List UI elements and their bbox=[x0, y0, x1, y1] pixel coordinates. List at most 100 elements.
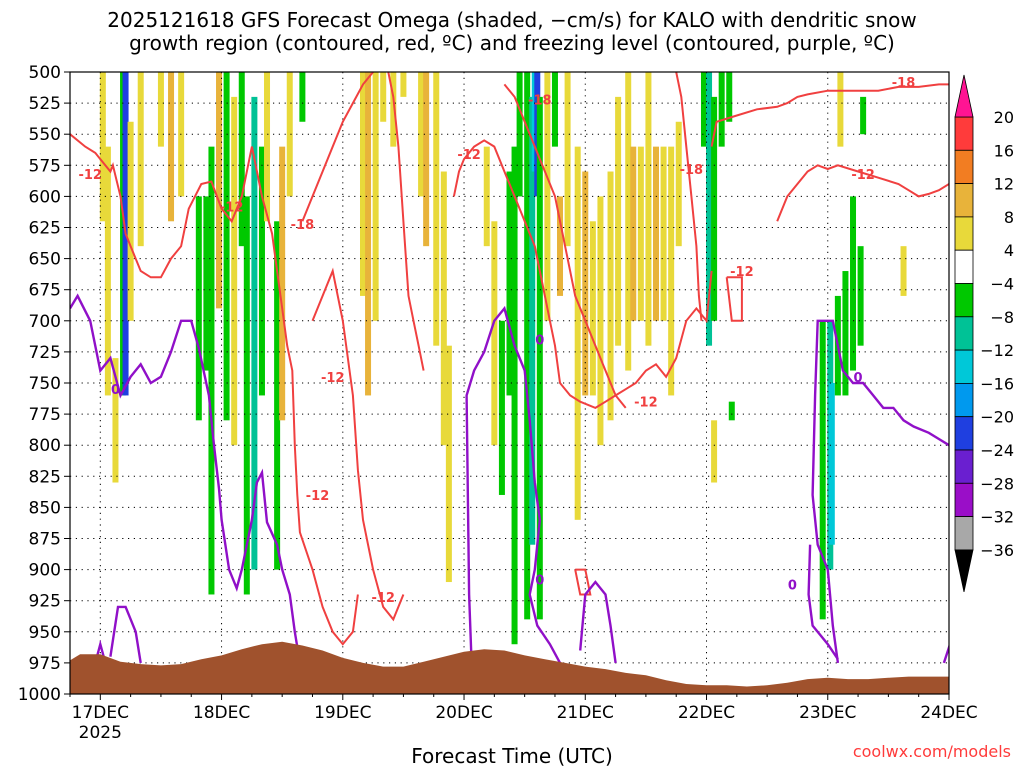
colorbar-label-13: −36 bbox=[980, 541, 1014, 560]
omega-band-39 bbox=[506, 171, 513, 396]
y-tick-label-500: 500 bbox=[29, 63, 61, 83]
omega-band-55 bbox=[607, 171, 614, 421]
omega-band-17 bbox=[243, 196, 250, 595]
contour-label-11: -18 bbox=[892, 76, 916, 91]
colorbar-segment-8 bbox=[954, 382, 974, 418]
colorbar-top-arrow bbox=[954, 74, 974, 118]
omega-shading bbox=[99, 72, 907, 645]
colorbar-segment-6 bbox=[954, 316, 974, 351]
omega-band-28 bbox=[380, 72, 387, 122]
y-tick-label-1000: 1000 bbox=[18, 685, 61, 705]
colorbar-label-6: −8 bbox=[990, 308, 1014, 327]
credit-text[interactable]: coolwx.com/models bbox=[852, 742, 1011, 761]
dgz-contour-10 bbox=[725, 276, 743, 322]
omega-band-2 bbox=[112, 358, 119, 483]
dgz-contour-9 bbox=[574, 568, 592, 596]
omega-band-65 bbox=[700, 72, 707, 147]
colorbar-segment-9 bbox=[954, 416, 974, 451]
terrain-fill bbox=[70, 641, 949, 694]
y-tick-label-575: 575 bbox=[29, 156, 61, 176]
x-tick-label-2: 19DEC bbox=[314, 703, 371, 723]
colorbar-label-3: 8 bbox=[1004, 208, 1014, 227]
omega-band-8 bbox=[168, 72, 175, 222]
y-tick-label-975: 975 bbox=[29, 654, 61, 674]
omega-band-51 bbox=[574, 146, 581, 520]
dendritic-growth-contours bbox=[70, 72, 949, 646]
colorbar-bottom-arrow bbox=[954, 549, 974, 592]
omega-band-43 bbox=[529, 96, 536, 545]
omega-band-59 bbox=[637, 146, 644, 321]
y-tick-label-675: 675 bbox=[29, 281, 61, 301]
omega-band-46 bbox=[536, 96, 543, 620]
omega-band-18 bbox=[251, 96, 258, 570]
colorbar-label-5: −4 bbox=[990, 275, 1014, 294]
contour-label-13: 0 bbox=[111, 383, 120, 398]
colorbar-segment-5 bbox=[954, 283, 974, 318]
omega-band-24 bbox=[299, 72, 306, 122]
omega-band-81 bbox=[900, 246, 907, 296]
omega-band-78 bbox=[857, 246, 864, 346]
omega-band-13 bbox=[216, 72, 223, 309]
x-tick-label-7: 24DEC bbox=[920, 703, 977, 723]
omega-band-37 bbox=[491, 221, 498, 446]
freezing-contour-4 bbox=[579, 580, 617, 664]
colorbar-label-2: 12 bbox=[994, 175, 1014, 194]
omega-band-29 bbox=[390, 72, 397, 147]
x-axis-label: Forecast Time (UTC) bbox=[411, 744, 613, 768]
freezing-contour-0 bbox=[70, 293, 302, 664]
omega-band-58 bbox=[630, 146, 637, 321]
omega-band-52 bbox=[582, 171, 589, 396]
y-tick-label-600: 600 bbox=[29, 187, 61, 207]
omega-band-74 bbox=[828, 383, 835, 545]
freezing-contour-5 bbox=[811, 319, 949, 664]
omega-band-5 bbox=[127, 121, 134, 321]
omega-band-61 bbox=[653, 146, 659, 321]
colorbar-segment-0 bbox=[954, 116, 974, 151]
omega-band-14 bbox=[223, 72, 230, 421]
omega-band-32 bbox=[423, 72, 430, 247]
omega-band-80 bbox=[837, 72, 844, 147]
omega-band-34 bbox=[440, 171, 447, 446]
contour-label-14: 0 bbox=[535, 333, 544, 348]
x-tick-label-0: 17DEC bbox=[72, 703, 129, 723]
x-axis: 17DEC 18DEC 19DEC 20DEC 21DEC 22DEC 23DEC 24DEC… bbox=[69, 694, 978, 743]
colorbar-segment-3 bbox=[954, 216, 974, 251]
omega-band-38 bbox=[498, 320, 505, 495]
y-tick-label-900: 900 bbox=[29, 561, 61, 581]
y-axis: 500 525 550 575 600 625 650 675 700 725 750 775 800 8… bbox=[18, 63, 70, 705]
x-year-label: 2025 bbox=[79, 723, 122, 743]
contour-labels: -12 -12 -18 -12 -12 -12 -12 -18 -12 -18 -12 -18 -12 0… bbox=[78, 76, 915, 606]
colorbar-label-10: −24 bbox=[980, 441, 1014, 460]
contour-label-12: -12 bbox=[851, 168, 875, 183]
colorbar-segment-10 bbox=[954, 449, 974, 484]
omega-band-67 bbox=[711, 96, 718, 321]
contour-label-7: -18 bbox=[528, 93, 552, 108]
omega-band-0 bbox=[99, 72, 106, 222]
omega-band-1 bbox=[104, 146, 111, 396]
omega-band-27 bbox=[372, 72, 379, 321]
omega-band-79 bbox=[860, 96, 867, 135]
omega-band-41 bbox=[516, 72, 523, 197]
omega-band-71 bbox=[728, 401, 735, 421]
chart-title-line-1: 2025121618 GFS Forecast Omega (shaded, −… bbox=[107, 8, 917, 32]
colorbar-label-7: −12 bbox=[980, 341, 1014, 360]
colorbar-label-12: −32 bbox=[980, 508, 1014, 527]
omega-band-66 bbox=[706, 72, 713, 346]
y-tick-label-625: 625 bbox=[29, 219, 61, 239]
omega-band-35 bbox=[445, 345, 452, 583]
contour-label-15: 0 bbox=[535, 574, 544, 589]
omega-band-10 bbox=[195, 196, 202, 421]
omega-band-11 bbox=[203, 196, 210, 371]
omega-band-69 bbox=[726, 72, 733, 122]
contour-label-8: -12 bbox=[634, 396, 658, 411]
colorbar-label-4: 4 bbox=[1004, 241, 1014, 260]
colorbar-segment-1 bbox=[954, 149, 974, 185]
y-tick-label-825: 825 bbox=[29, 467, 61, 487]
dgz-contour-2 bbox=[311, 267, 405, 622]
omega-band-21 bbox=[274, 221, 281, 570]
omega-band-63 bbox=[668, 146, 675, 396]
y-tick-label-800: 800 bbox=[29, 436, 61, 456]
omega-band-48 bbox=[551, 72, 558, 147]
omega-band-57 bbox=[625, 72, 632, 371]
omega-band-26 bbox=[365, 72, 372, 396]
